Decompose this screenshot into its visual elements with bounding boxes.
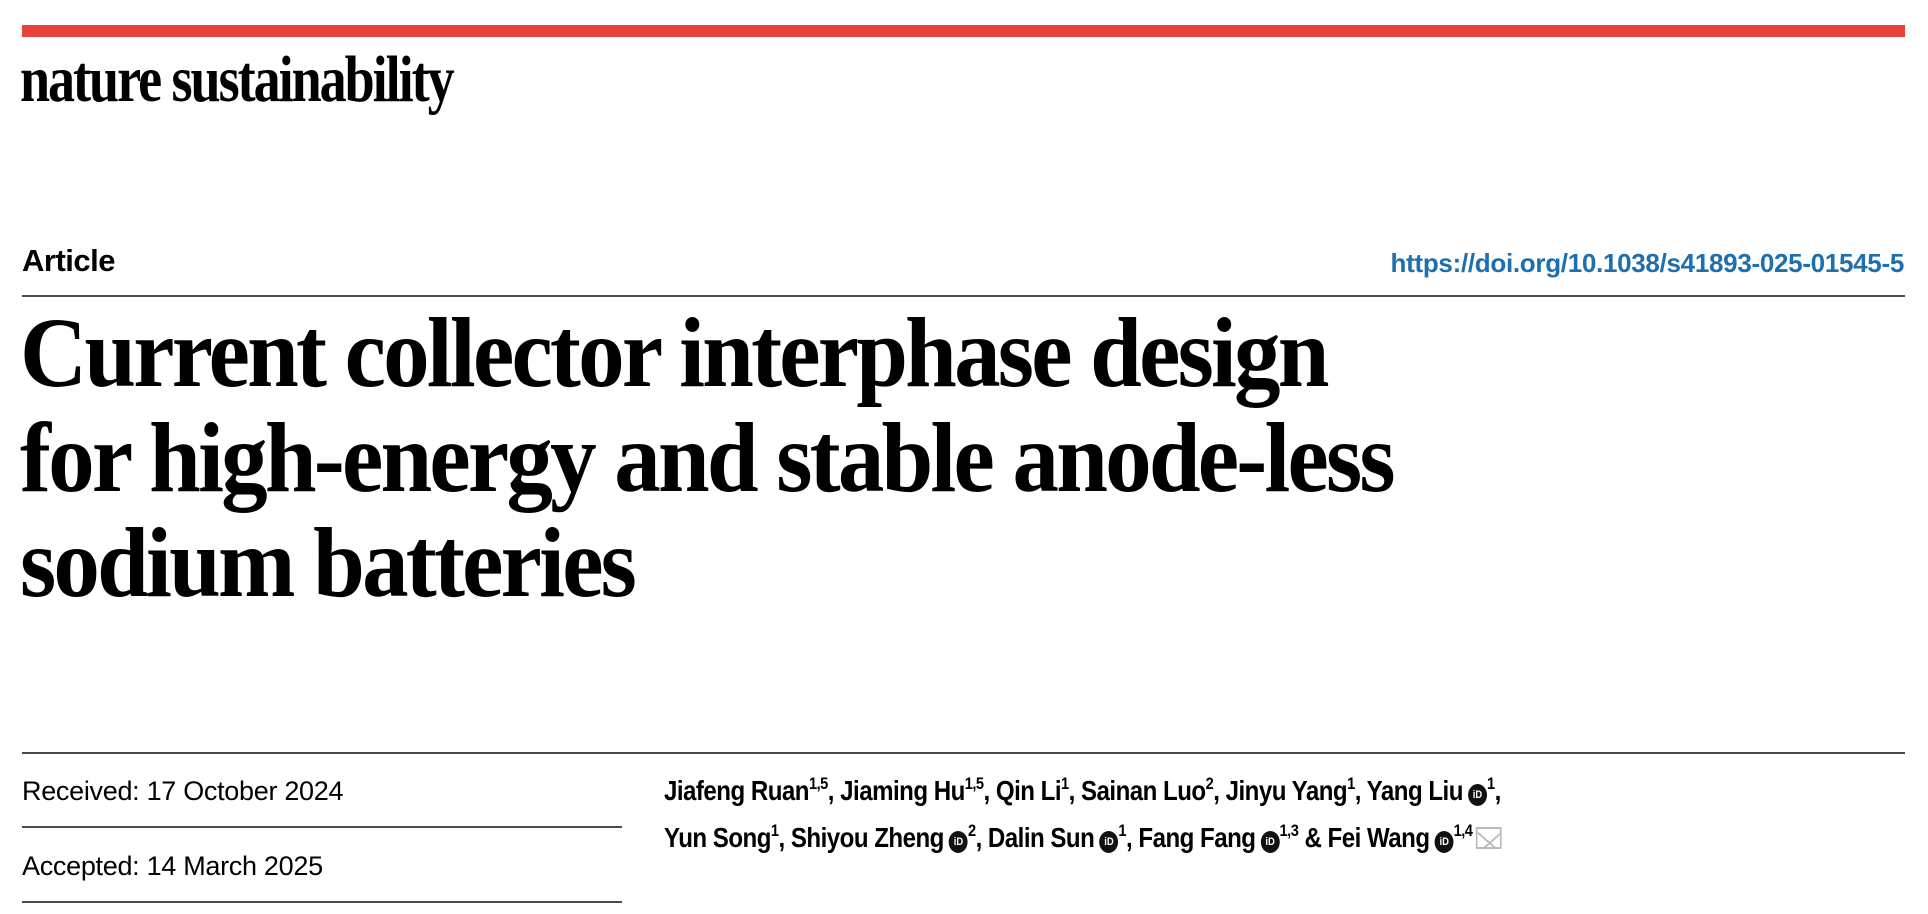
doi-link[interactable]: https://doi.org/10.1038/s41893-025-01545… (1390, 248, 1905, 278)
title-line: sodium batteries (20, 507, 637, 618)
separator: , (1494, 775, 1502, 806)
affiliation: 1 (770, 821, 779, 840)
author-name[interactable]: Sainan Luo (1081, 775, 1206, 806)
author-name[interactable]: Jiafeng Ruan (664, 775, 810, 806)
author[interactable]: Sainan Luo2, (1081, 775, 1226, 806)
author-name[interactable]: Yang Liu (1366, 775, 1464, 806)
author-name[interactable]: Jinyu Yang (1225, 775, 1348, 806)
author[interactable]: Shiyou Zheng iD2, (791, 822, 988, 853)
orcid-icon[interactable]: iD (949, 831, 968, 853)
journal-logo[interactable]: nature sustainability (20, 43, 455, 116)
author-list: Jiafeng Ruan1,5, Jiaming Hu1,5, Qin Li1,… (664, 767, 1502, 861)
orcid-icon[interactable]: iD (1099, 831, 1119, 853)
title-line: for high-energy and stable anode-less (20, 402, 1396, 513)
author-name[interactable]: Yun Song (664, 822, 771, 853)
affiliation: 1,5 (809, 774, 828, 793)
author[interactable]: Jiafeng Ruan1,5, (664, 775, 840, 806)
author[interactable]: Fang Fang iD1,3 & (1138, 822, 1327, 853)
author-name[interactable]: Jiaming Hu (840, 775, 965, 806)
affiliation: 1 (1118, 821, 1127, 840)
separator: , (983, 775, 996, 806)
author-name[interactable]: Fei Wang (1327, 822, 1431, 853)
received-date: Received: 17 October 2024 (22, 753, 622, 828)
affiliation: 1 (1061, 774, 1069, 793)
journal-accent-bar (22, 25, 1905, 37)
author[interactable]: Qin Li1, (996, 775, 1081, 806)
separator: , (827, 775, 841, 806)
author-name[interactable]: Dalin Sun (987, 822, 1095, 853)
author[interactable]: Jinyu Yang1, (1226, 775, 1367, 806)
dates: Received: 17 October 2024 Accepted: 14 M… (22, 753, 622, 903)
author[interactable]: Fei Wang iD1,4 (1328, 822, 1473, 853)
separator: , (975, 822, 988, 853)
separator: , (1213, 775, 1226, 806)
separator: , (1354, 775, 1367, 806)
divider (22, 752, 1905, 754)
author-name[interactable]: Qin Li (995, 775, 1062, 806)
orcid-icon[interactable]: iD (1468, 784, 1487, 806)
affiliation: 1 (1486, 774, 1495, 793)
separator: , (1068, 775, 1082, 806)
title-line: Current collector interphase design (20, 297, 1329, 408)
affiliation: 1,4 (1453, 821, 1473, 840)
separator: , (778, 822, 791, 853)
article-type: Article (22, 243, 115, 278)
divider (22, 295, 1905, 297)
author[interactable]: Yun Song1, (664, 822, 791, 853)
author-name[interactable]: Fang Fang (1138, 822, 1256, 853)
separator: & (1298, 822, 1328, 853)
affiliation: 1,5 (964, 774, 984, 793)
affiliation: 1 (1347, 774, 1355, 793)
affiliation: 2 (1205, 774, 1214, 793)
orcid-icon[interactable]: iD (1260, 831, 1280, 853)
author[interactable]: Yang Liu iD1, (1367, 775, 1501, 806)
affiliation: 1,3 (1279, 821, 1299, 840)
orcid-icon[interactable]: iD (1434, 831, 1454, 853)
affiliation: 2 (967, 821, 976, 840)
author[interactable]: Dalin Sun iD1, (988, 822, 1138, 853)
envelope-icon[interactable] (1475, 827, 1502, 849)
author[interactable]: Jiaming Hu1,5, (840, 775, 996, 806)
accepted-date: Accepted: 14 March 2025 (22, 828, 622, 903)
author-name[interactable]: Shiyou Zheng (790, 822, 945, 853)
article-title: Current collector interphase design for … (20, 297, 1396, 618)
separator: , (1126, 822, 1139, 853)
